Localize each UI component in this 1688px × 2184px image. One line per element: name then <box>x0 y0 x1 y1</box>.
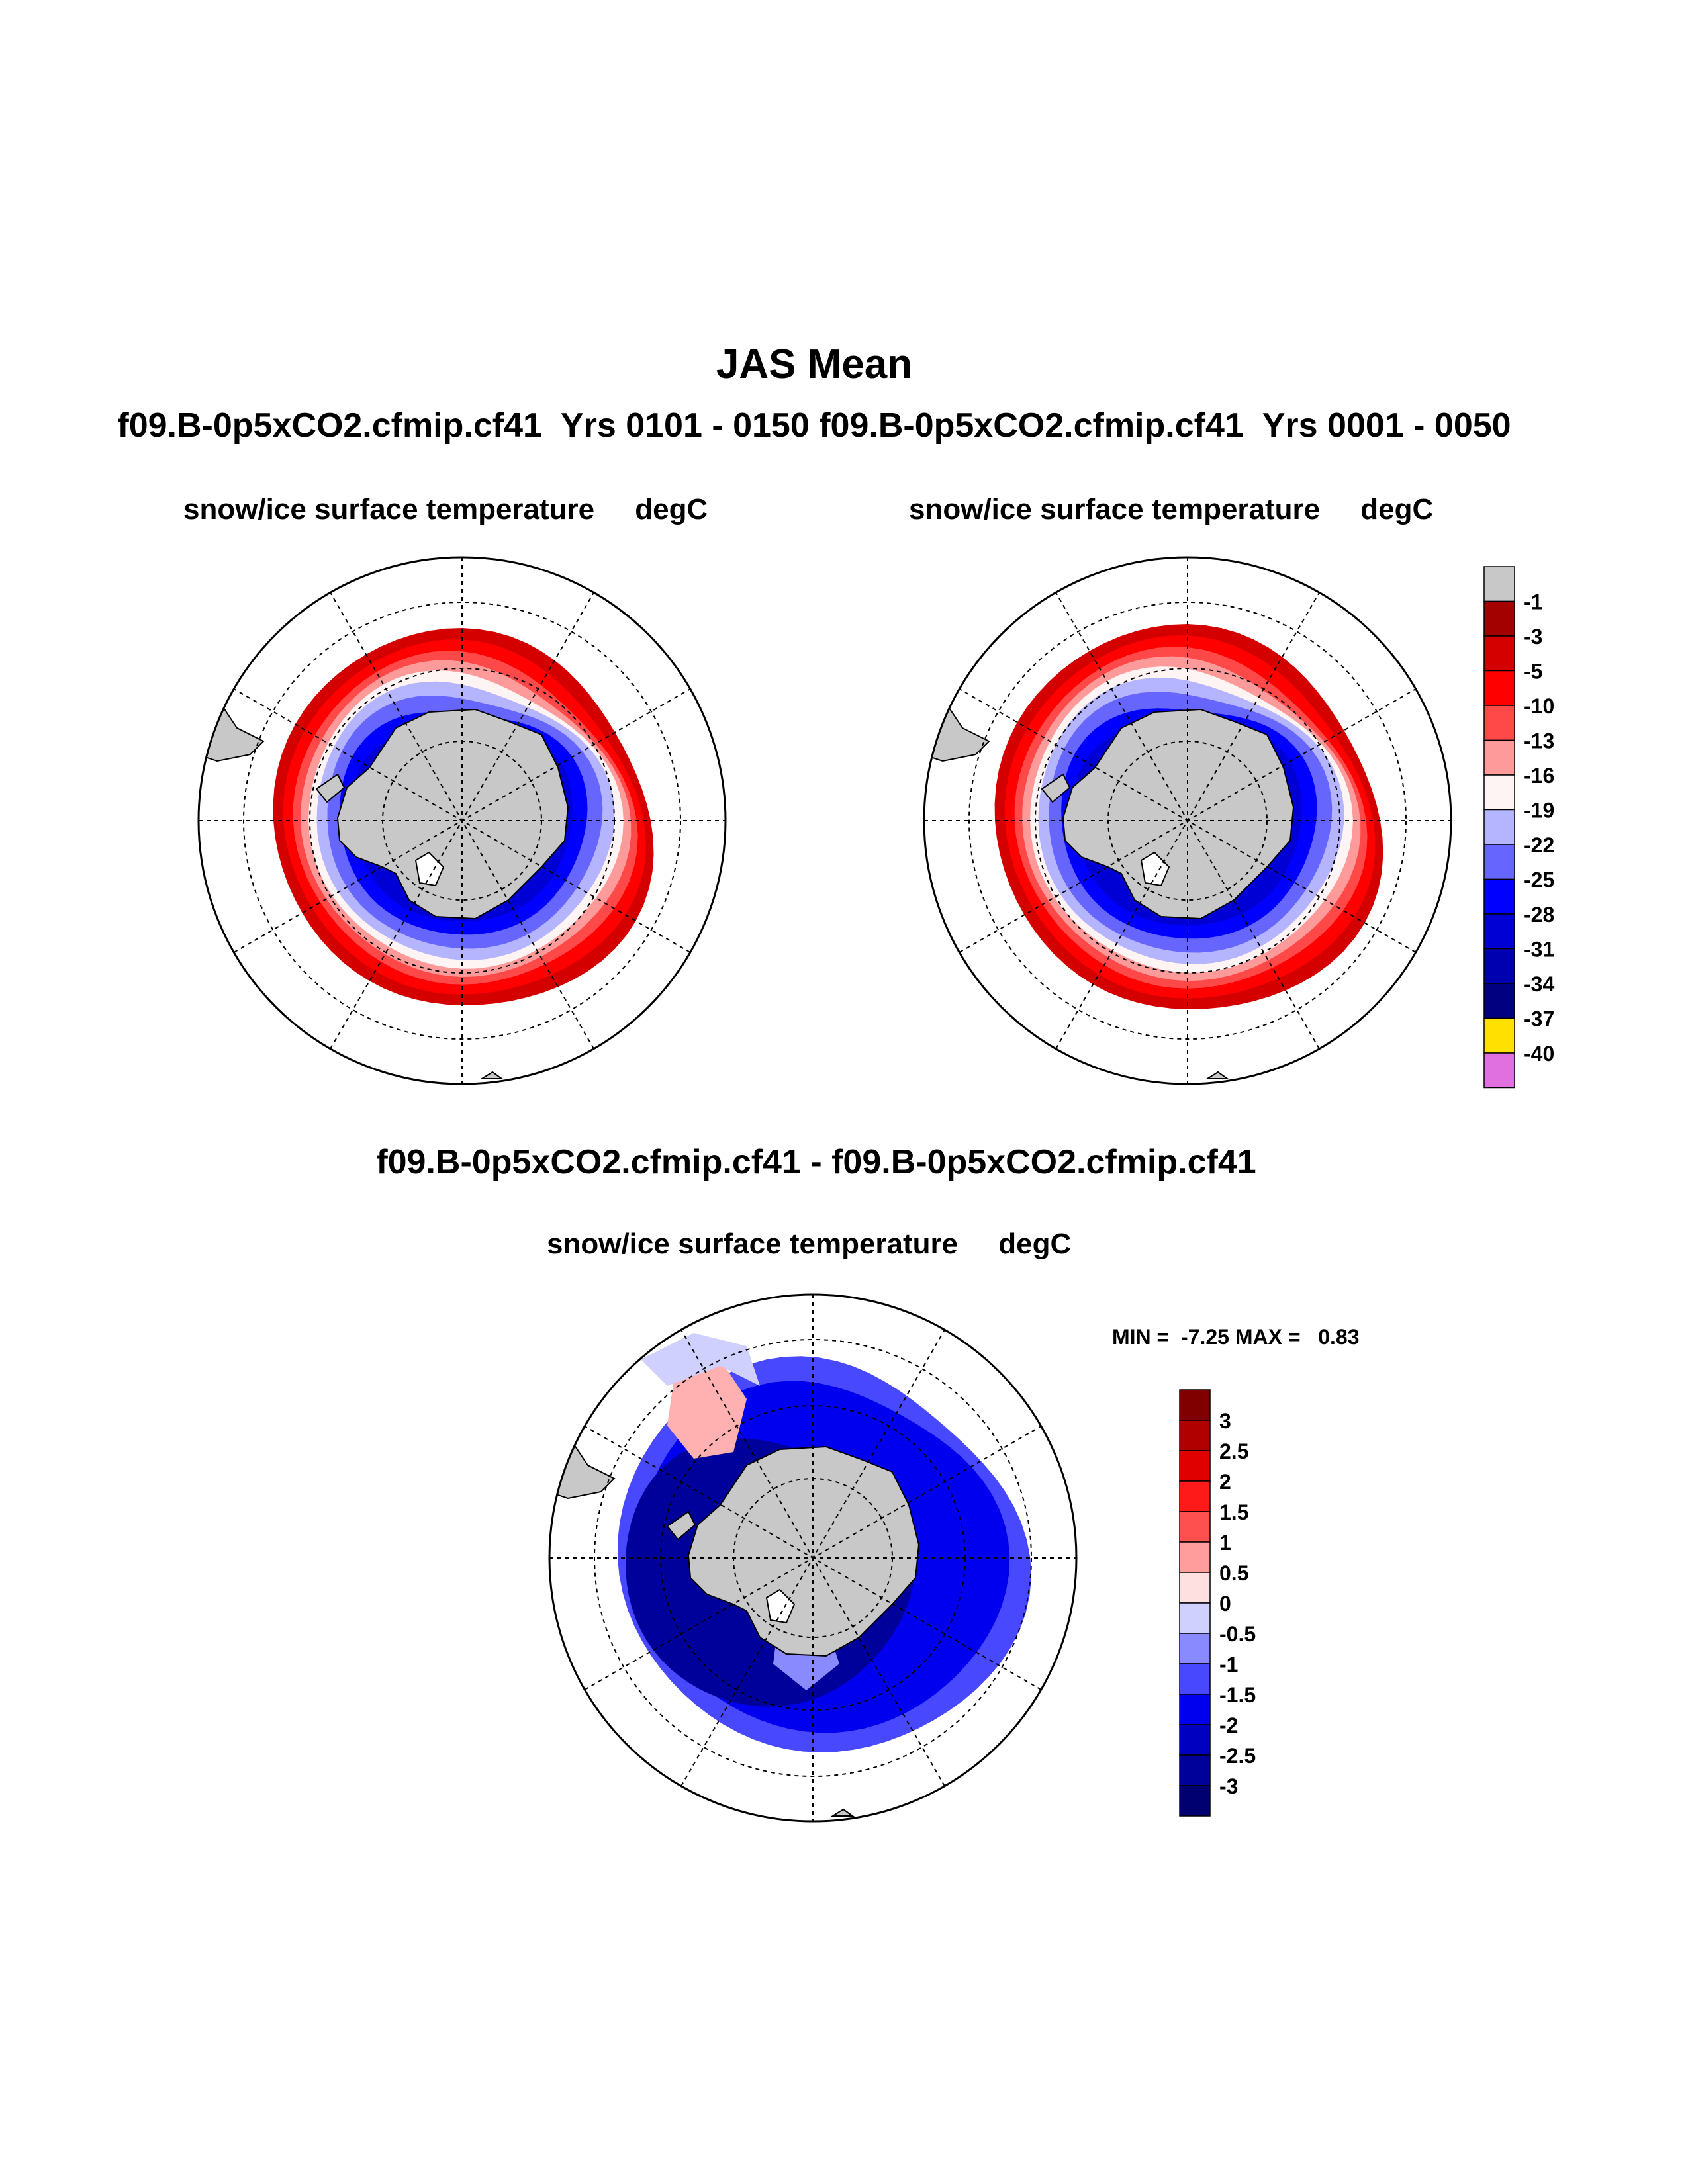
meridian-line <box>233 688 691 953</box>
polar-map-panel-1 <box>197 556 727 1085</box>
meridian-line <box>584 1426 1042 1690</box>
colorbar-box <box>1483 739 1515 776</box>
latitude-circle <box>243 602 681 1040</box>
colorbar-box <box>1483 983 1515 1019</box>
colorbar-box <box>1483 635 1515 672</box>
figure-title: JAS Mean <box>716 341 913 387</box>
colorbar-box <box>1179 1633 1211 1664</box>
colorbar-tick-label: -10 <box>1524 694 1554 718</box>
colorbar-tick-label: -5 <box>1524 660 1542 684</box>
latitude-circle <box>309 668 615 974</box>
colorbar-tick-label: -1.5 <box>1219 1683 1256 1707</box>
colorbar-tick-label: -1 <box>1524 590 1542 614</box>
antarctic-peninsula <box>315 773 346 803</box>
colorbar-box <box>1483 774 1515 811</box>
colorbar-tick-label: -25 <box>1524 868 1554 892</box>
ross-ice-shelf <box>414 851 445 887</box>
new-zealand-landmass <box>479 1071 504 1079</box>
ross-ice-shelf <box>1140 851 1170 887</box>
map-border <box>197 556 727 1085</box>
polar-map-panel-2 <box>923 556 1452 1085</box>
colorbar-box <box>1483 705 1515 741</box>
antarctic-peninsula <box>666 1510 696 1541</box>
colorbar-tick-label: -40 <box>1524 1042 1554 1066</box>
latitude-circle <box>1107 741 1268 901</box>
difference-title: f09.B-0p5xCO2.cfmip.cf41 - f09.B-0p5xCO2… <box>376 1143 1256 1181</box>
colorbar-tick-label: 1.5 <box>1219 1500 1248 1524</box>
panel-2-title: snow/ice surface temperature degC <box>909 493 1434 525</box>
colorbar-tick-label: -2.5 <box>1219 1744 1256 1768</box>
latitude-circle <box>733 1478 893 1638</box>
positive-anomaly-region <box>667 1359 747 1459</box>
colorbar-tick-label: -3 <box>1524 625 1542 649</box>
latitude-circle <box>1035 668 1340 974</box>
new-zealand-landmass <box>1205 1071 1230 1079</box>
colorbar-box <box>1483 1052 1515 1089</box>
colorbar-box <box>1179 1420 1211 1451</box>
figure-subtitle: f09.B-0p5xCO2.cfmip.cf41 Yrs 0101 - 0150… <box>117 406 1511 445</box>
colorbar-box <box>1179 1694 1211 1725</box>
antarctica-landmass <box>1062 708 1295 920</box>
latitude-circle <box>660 1405 966 1711</box>
latitude-circle <box>594 1339 1032 1777</box>
colorbar-tick-label: 0 <box>1219 1592 1231 1615</box>
new-zealand-landmass <box>830 1808 855 1817</box>
colorbar-tick-label: 2.5 <box>1219 1439 1248 1463</box>
colorbar-difference: 3 2.5 2 1.5 1 0.5 0 -0.5 -1 -1.5 -2 -2.5 -3 <box>1179 1389 1256 1817</box>
colorbar-box <box>1179 1602 1211 1634</box>
polar-map-difference <box>548 1293 1078 1823</box>
colorbar-tick-label: -19 <box>1524 799 1554 823</box>
panel-1-title: snow/ice surface temperature degC <box>183 493 708 525</box>
colorbar-box <box>1483 670 1515 706</box>
colorbar-tick-label: -0.5 <box>1219 1622 1256 1646</box>
colorbar-box <box>1483 566 1515 602</box>
colorbar-tick-label: -22 <box>1524 833 1554 857</box>
colorbar-tick-label: -37 <box>1524 1007 1554 1031</box>
map-border <box>923 556 1452 1085</box>
colorbar-tick-label: -16 <box>1524 764 1554 788</box>
map-border <box>548 1293 1078 1823</box>
colorbar-box <box>1483 948 1515 984</box>
colorbar-box <box>1179 1785 1211 1817</box>
antarctica-landmass <box>336 708 569 920</box>
colorbar-box <box>1179 1450 1211 1482</box>
ross-ice-shelf <box>765 1588 796 1624</box>
latitude-circle <box>382 741 542 901</box>
colorbar-box <box>1179 1754 1211 1786</box>
anomaly-contour <box>641 1333 760 1386</box>
antarctica-landmass <box>687 1445 920 1657</box>
colorbar-box <box>1483 600 1515 637</box>
colorbar-box <box>1483 1017 1515 1054</box>
colorbar-tick-label: 0.5 <box>1219 1561 1248 1585</box>
colorbar-box <box>1179 1663 1211 1695</box>
colorbar-tick-label: -34 <box>1524 972 1554 996</box>
colorbar-tick-label: -1 <box>1219 1653 1238 1676</box>
colorbar-box <box>1179 1541 1211 1573</box>
colorbar-box <box>1483 844 1515 880</box>
antarctic-peninsula <box>1041 773 1071 803</box>
colorbar-tick-label: 2 <box>1219 1470 1231 1494</box>
meridian-line <box>959 688 1417 953</box>
colorbar-tick-label: -13 <box>1524 729 1554 753</box>
latitude-circle <box>968 602 1407 1040</box>
panel-3-title: snow/ice surface temperature degC <box>547 1228 1072 1260</box>
colorbar-box <box>1179 1511 1211 1543</box>
colorbar-box <box>1483 809 1515 845</box>
colorbar-tick-label: 3 <box>1219 1409 1231 1433</box>
min-max-stats: MIN = -7.25 MAX = 0.83 <box>1112 1325 1360 1349</box>
colorbar-box <box>1179 1389 1211 1421</box>
colorbar-temperature: -1 -3 -5 -10 -13 -16 -19 -22 -25 -28 -31 -34 -37 -40 <box>1483 566 1554 1089</box>
colorbar-box <box>1179 1480 1211 1512</box>
colorbar-box <box>1483 878 1515 915</box>
colorbar-tick-label: -31 <box>1524 938 1554 962</box>
colorbar-tick-label: 1 <box>1219 1531 1231 1555</box>
colorbar-tick-label: -3 <box>1219 1774 1238 1798</box>
colorbar-box <box>1179 1572 1211 1604</box>
colorbar-tick-label: -28 <box>1524 903 1554 927</box>
colorbar-box <box>1483 913 1515 950</box>
colorbar-box <box>1179 1724 1211 1756</box>
colorbar-tick-label: -2 <box>1219 1713 1238 1737</box>
